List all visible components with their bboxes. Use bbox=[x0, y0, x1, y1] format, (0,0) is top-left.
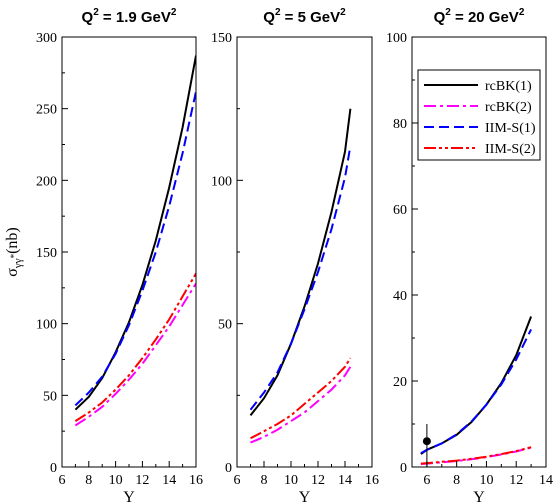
legend-label: rcBK(2) bbox=[485, 100, 532, 115]
series-line-rcbk-1- bbox=[74, 55, 196, 411]
x-tick-label: 16 bbox=[365, 473, 379, 488]
panel-1: 0 50 100 150 200 250 300 6 8 10 12 14 16 Y Q2 = 1.9 Ge… bbox=[4, 7, 203, 504]
x-axis-label: Y bbox=[123, 489, 135, 504]
x-tick-label: 16 bbox=[189, 473, 203, 488]
y-tick-label: 0 bbox=[225, 461, 232, 476]
y-tick-label: 150 bbox=[36, 246, 57, 261]
y-tick-label: 40 bbox=[393, 289, 407, 304]
x-tick-label: 8 bbox=[261, 473, 268, 488]
series-line-iim-s-1- bbox=[420, 328, 532, 455]
series-line-rcbk-1- bbox=[420, 316, 533, 455]
y-tick-label: 100 bbox=[211, 174, 232, 189]
panel-3: 0 20 40 60 80 100 6 8 10 12 14 Y Q2 = 20 GeV2 rcBK(1)… bbox=[386, 7, 553, 504]
legend-label: IIM-S(1) bbox=[485, 121, 536, 136]
y-tick-label: 50 bbox=[43, 389, 57, 404]
x-tick-label: 12 bbox=[311, 473, 325, 488]
x-tick-label: 10 bbox=[109, 473, 123, 488]
legend-label: IIM-S(2) bbox=[485, 142, 536, 157]
x-axis-label: Y bbox=[299, 489, 311, 504]
y-tick-label: 0 bbox=[50, 461, 57, 476]
legend-label: rcBK(1) bbox=[485, 79, 532, 94]
x-tick-label: 10 bbox=[284, 473, 298, 488]
y-tick-label: 20 bbox=[393, 375, 407, 390]
y-tick-label: 200 bbox=[36, 174, 57, 189]
y-tick-label: 80 bbox=[393, 117, 407, 132]
panel-title: Q2 = 20 GeV2 bbox=[434, 7, 525, 26]
panel-2: 0 50 100 150 6 8 10 12 14 16 Y Q2 = 5 GeV2 bbox=[211, 7, 379, 504]
x-tick-label: 14 bbox=[162, 473, 176, 488]
y-tick-label: 50 bbox=[218, 318, 232, 333]
series-line-iim-s-1- bbox=[74, 91, 196, 407]
y-tick-label: 150 bbox=[211, 31, 232, 46]
x-tick-label: 6 bbox=[423, 473, 430, 488]
x-tick-label: 12 bbox=[135, 473, 149, 488]
series-line-iim-s-2- bbox=[74, 272, 196, 422]
series-line-iim-s-2- bbox=[420, 446, 532, 465]
x-tick-label: 8 bbox=[453, 473, 460, 488]
legend: rcBK(1) rcBK(2) IIM-S(1) IIM-S(2) bbox=[417, 69, 541, 161]
panel-title: Q2 = 5 GeV2 bbox=[263, 7, 346, 26]
x-axis-label: Y bbox=[473, 489, 485, 504]
series-line-rcbk-2- bbox=[250, 366, 352, 444]
x-tick-label: 6 bbox=[234, 473, 241, 488]
x-tick-label: 10 bbox=[479, 473, 493, 488]
y-tick-label: 100 bbox=[36, 318, 57, 333]
x-tick-label: 12 bbox=[509, 473, 523, 488]
x-tick-label: 14 bbox=[539, 473, 553, 488]
x-tick-label: 8 bbox=[85, 473, 92, 488]
series-line-iim-s-1- bbox=[249, 145, 352, 411]
panel-title: Q2 = 1.9 GeV2 bbox=[82, 7, 177, 26]
y-tick-label: 300 bbox=[36, 31, 57, 46]
series-line-rcbk-2- bbox=[74, 282, 196, 427]
x-tick-label: 6 bbox=[59, 473, 66, 488]
data-point-1 bbox=[422, 437, 431, 446]
y-tick-label: 100 bbox=[386, 31, 407, 46]
series-line-rcbk-1- bbox=[249, 108, 352, 417]
series-line-iim-s-2- bbox=[250, 357, 352, 440]
y-axis-label: σγγ*(nb) bbox=[4, 227, 24, 277]
y-tick-label: 60 bbox=[393, 203, 407, 218]
y-tick-label: 250 bbox=[36, 103, 57, 118]
y-tick-label: 0 bbox=[400, 461, 407, 476]
x-tick-label: 14 bbox=[338, 473, 352, 488]
